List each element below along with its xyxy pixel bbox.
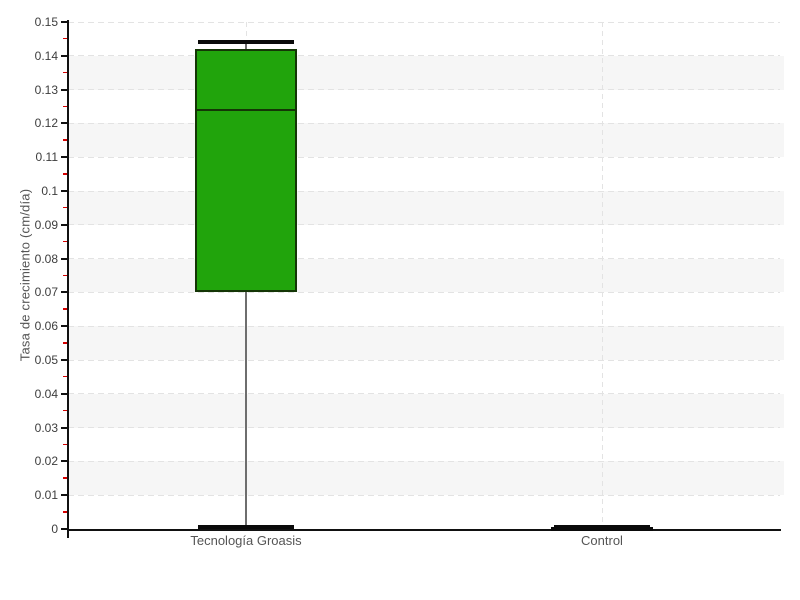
plot-band xyxy=(68,258,784,293)
y-minor-tick xyxy=(63,71,67,74)
y-tick-label: 0.1 xyxy=(41,184,58,198)
y-tick-label: 0.09 xyxy=(34,217,58,232)
y-tick-label: 0 xyxy=(51,522,58,536)
y-gridline xyxy=(68,460,780,462)
y-gridline xyxy=(68,393,780,395)
y-minor-tick xyxy=(63,173,67,175)
box-median-line xyxy=(197,108,295,111)
y-major-tick xyxy=(61,426,67,429)
y-major-tick xyxy=(61,223,67,226)
y-tick-label: 0.15 xyxy=(34,15,58,29)
y-tick-label: 0.07 xyxy=(34,285,58,300)
y-minor-tick xyxy=(63,409,67,412)
y-minor-tick xyxy=(63,308,67,310)
y-gridline xyxy=(68,359,780,361)
y-gridline xyxy=(68,224,780,226)
y-gridline xyxy=(68,494,780,496)
y-gridline xyxy=(68,89,780,91)
y-gridline xyxy=(68,156,780,158)
y-minor-tick xyxy=(63,511,67,513)
plot-band xyxy=(68,326,784,360)
plot-band xyxy=(68,393,784,428)
y-major-tick xyxy=(61,190,67,192)
y-tick-label: 0.01 xyxy=(34,488,58,503)
y-tick-label: 0.02 xyxy=(34,454,58,469)
y-minor-tick xyxy=(63,240,67,243)
y-major-tick xyxy=(61,460,67,463)
plot-band xyxy=(68,461,784,496)
box-plot-box xyxy=(195,49,297,293)
y-tick-label: 0.06 xyxy=(34,319,58,334)
y-major-tick xyxy=(61,494,67,497)
y-minor-tick xyxy=(63,274,67,276)
y-minor-tick xyxy=(63,37,67,40)
y-major-tick xyxy=(61,359,67,361)
y-major-tick xyxy=(61,21,67,23)
y-gridline xyxy=(68,325,780,327)
y-major-tick xyxy=(61,156,67,159)
y-major-tick xyxy=(61,325,67,328)
y-axis-line xyxy=(66,20,69,538)
plot-band xyxy=(68,123,784,158)
y-major-tick xyxy=(61,122,67,125)
y-gridline xyxy=(68,427,780,429)
y-tick-label: 0.03 xyxy=(34,420,58,435)
x-axis-line xyxy=(66,528,781,531)
y-minor-tick xyxy=(63,342,67,344)
y-major-tick xyxy=(61,88,67,91)
plot-band xyxy=(68,55,784,90)
y-gridline xyxy=(68,258,780,260)
y-gridline xyxy=(68,55,780,57)
y-gridline xyxy=(68,122,780,124)
y-tick-label: 0.12 xyxy=(34,116,58,131)
y-tick-label: 0.04 xyxy=(34,386,58,401)
y-axis-title: Tasa de crecimiento (cm/día) xyxy=(17,188,33,362)
y-gridline xyxy=(68,21,780,23)
box-median-line xyxy=(553,526,651,529)
y-major-tick xyxy=(61,257,67,260)
y-major-tick xyxy=(61,392,67,395)
plot-band xyxy=(68,191,784,225)
y-minor-tick xyxy=(63,105,67,107)
x-gridline xyxy=(601,22,603,529)
y-tick-label: 0.11 xyxy=(35,150,58,165)
y-tick-label: 0.13 xyxy=(34,82,58,97)
y-minor-tick xyxy=(63,206,67,209)
y-minor-tick xyxy=(63,443,67,445)
y-tick-label: 0.08 xyxy=(34,251,58,266)
whisker-cap-bottom xyxy=(198,525,294,530)
x-category-label: Control xyxy=(581,533,623,548)
y-gridline xyxy=(68,291,780,293)
y-tick-label: 0.05 xyxy=(34,353,58,367)
y-major-tick xyxy=(61,54,67,57)
y-gridline xyxy=(68,190,780,192)
y-minor-tick xyxy=(63,139,67,141)
x-category-label: Tecnología Groasis xyxy=(190,533,302,548)
y-minor-tick xyxy=(63,477,67,479)
whisker-cap-top xyxy=(198,40,294,45)
y-major-tick xyxy=(61,528,67,530)
y-major-tick xyxy=(61,291,67,294)
y-tick-label: 0.14 xyxy=(34,48,58,63)
y-minor-tick xyxy=(63,375,67,378)
